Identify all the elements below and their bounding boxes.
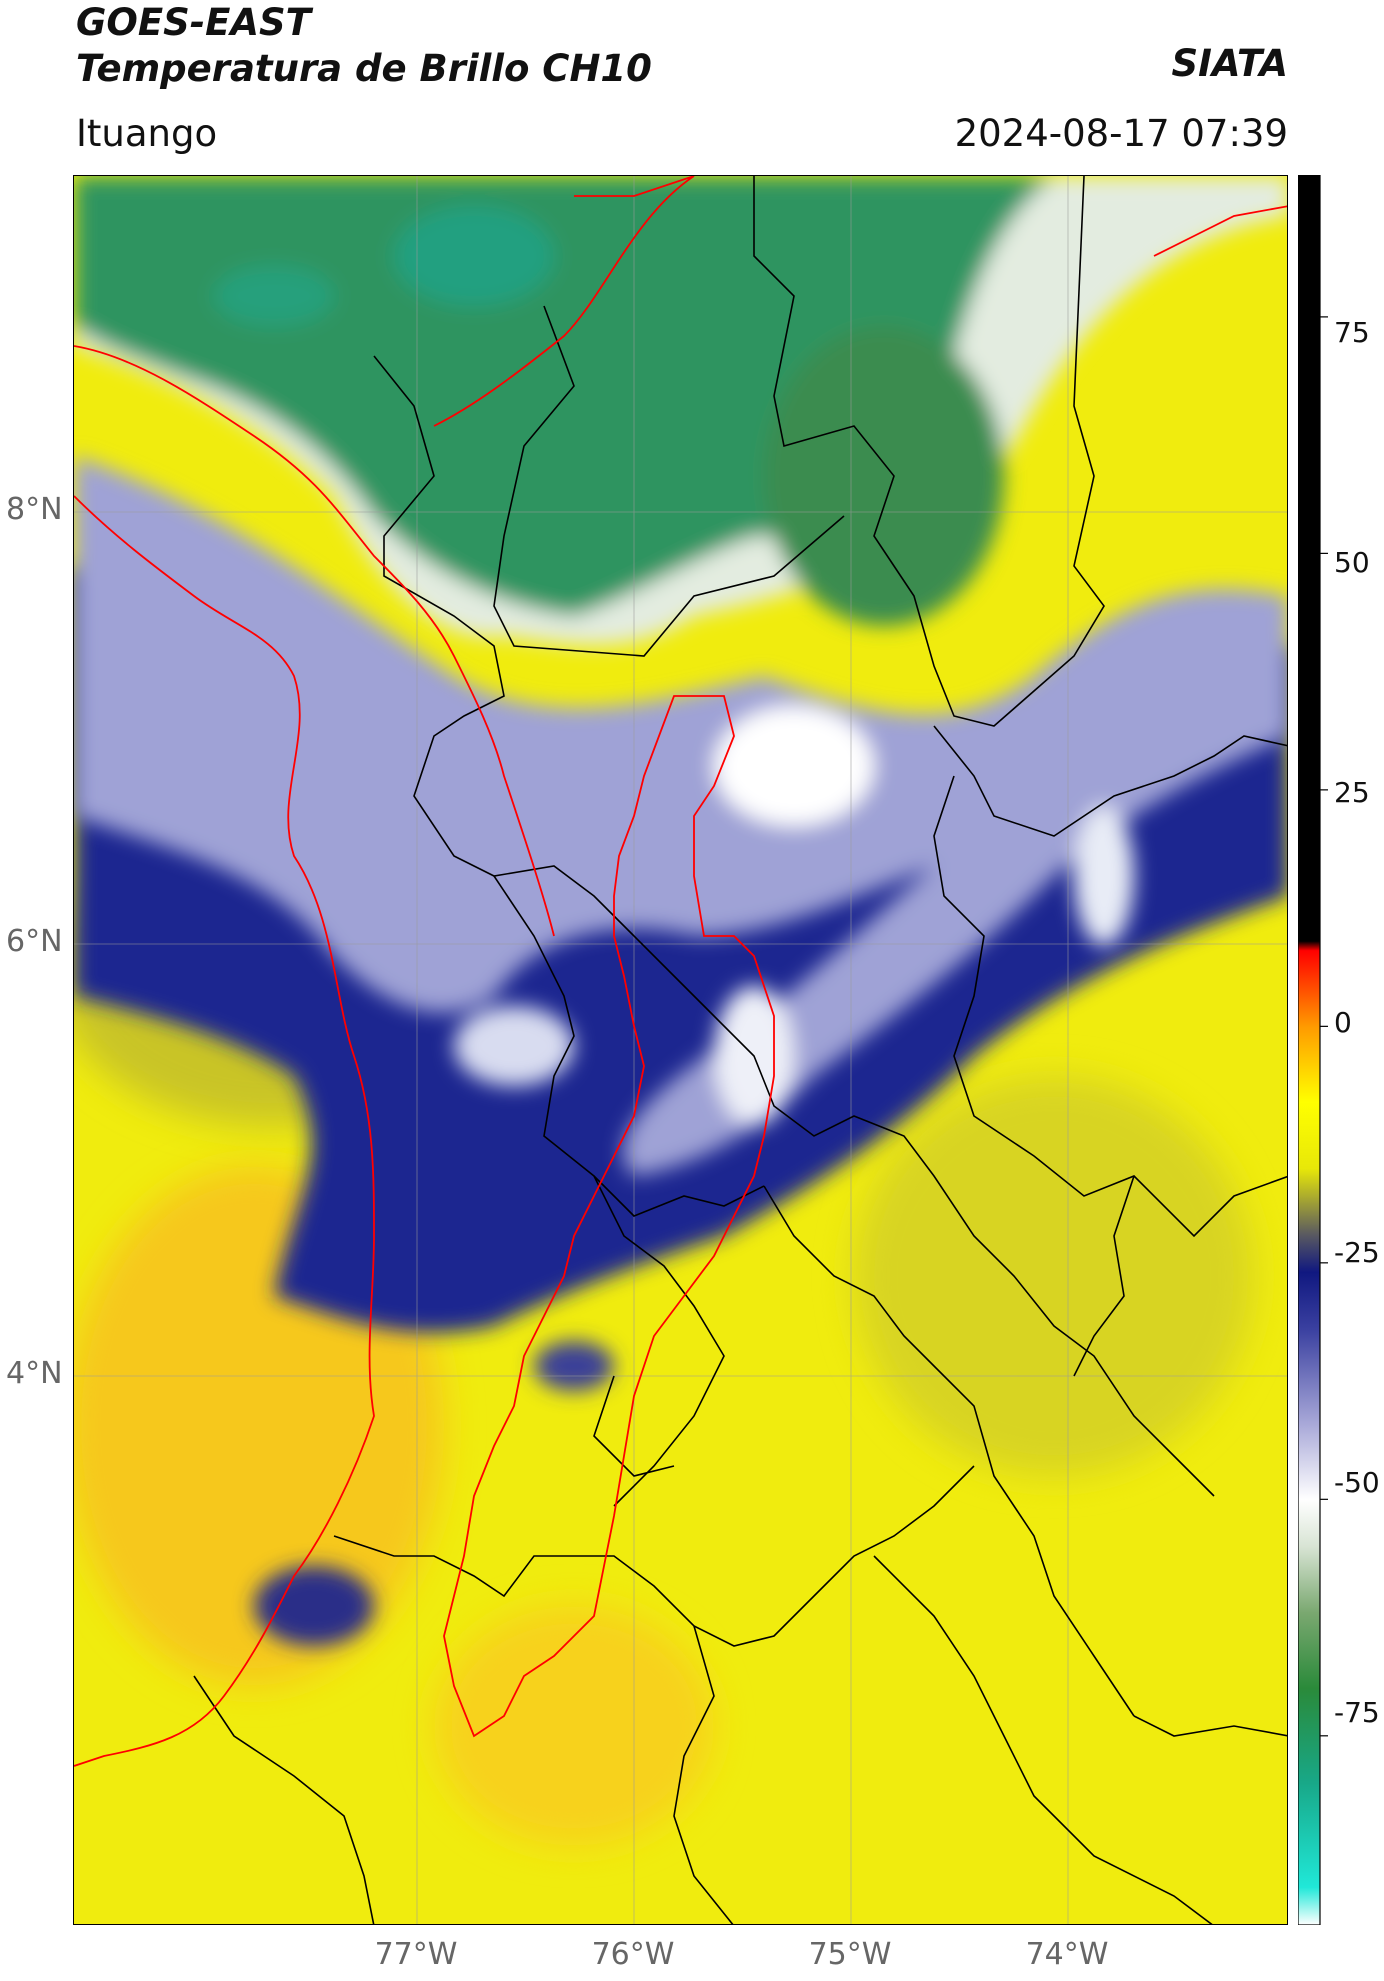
coastline-and-region [74,176,1287,1767]
colorbar [1298,175,1328,1925]
cold-cloud-tops-east [764,326,1004,626]
border-boyaca [933,775,1287,1238]
border-choco-antioquia-south [493,875,765,1217]
border-bolivar [493,305,845,657]
colorbar-tick-75: 75 [1334,316,1370,349]
coastline-north [74,345,555,937]
colorbar-tick-minus25: -25 [1334,1236,1380,1269]
product-name: Temperatura de Brillo CH10 [76,47,652,90]
ituango-region-outline [443,695,775,1738]
lon-label-75w: 75°W [808,1937,892,1972]
warm-orange-area-2 [434,1606,714,1846]
border-risaralda [593,1175,725,1507]
lat-label-4n: 4°N [6,1356,63,1391]
border-quindio [593,1375,675,1477]
border-santander [933,725,1287,837]
map-panel[interactable] [73,175,1288,1925]
border-cordoba-antioquia [373,355,635,937]
colorbar-tick-minus75: -75 [1334,1696,1380,1729]
timestamp: 2024-08-17 07:39 [954,112,1288,155]
border-tolima [763,1185,1135,1717]
cloud-band-light-shape [74,456,1287,1176]
colorbar-tick-50: 50 [1334,546,1370,579]
department-borders [193,176,1287,1924]
institution-name: SIATA [1171,42,1288,85]
border-tolima-huila [873,1555,1213,1924]
colorbar-fill [1298,175,1321,1925]
border-narino-cauca [193,1675,375,1924]
lat-label-6n: 6°N [6,924,63,959]
colorbar-tick-0: 0 [1334,1006,1352,1039]
brightness-temperature-map[interactable] [74,176,1288,1925]
region-name: Ituango [76,112,218,155]
pacific-coastline [74,495,375,1767]
cold-cloud-tops-teal-2 [214,266,334,326]
border-cundinamarca-boyaca [1073,1175,1135,1377]
lat-label-8n: 8°N [6,492,63,527]
map-title: GOES-EAST Temperatura de Brillo CH10 [76,0,652,92]
border-caldas-cundinamarca [633,935,1215,1497]
lon-label-74w: 74°W [1025,1937,1109,1972]
cloud-core-3 [454,1006,574,1086]
cloud-cell-south-2 [534,1341,614,1391]
warm-olive-area-2 [854,1076,1254,1476]
border-huila [673,1625,734,1924]
satellite-name: GOES-EAST [76,1,311,44]
colorbar-tick-25: 25 [1334,776,1370,809]
border-magdalena [753,176,1105,727]
cold-cloud-tops [74,176,1287,645]
colorbar-tick-minus50: -50 [1334,1466,1380,1499]
cold-cloud-tops-teal [394,206,554,306]
border-meta [1133,1715,1287,1737]
coastline-gulf [433,176,695,427]
lon-label-76w: 76°W [591,1937,675,1972]
cloud-cell-south [254,1566,374,1646]
cloud-core-1 [714,706,874,826]
coastline-northeast [1153,205,1287,257]
lon-label-77w: 77°W [374,1937,458,1972]
cloud-core-4 [1074,806,1134,946]
